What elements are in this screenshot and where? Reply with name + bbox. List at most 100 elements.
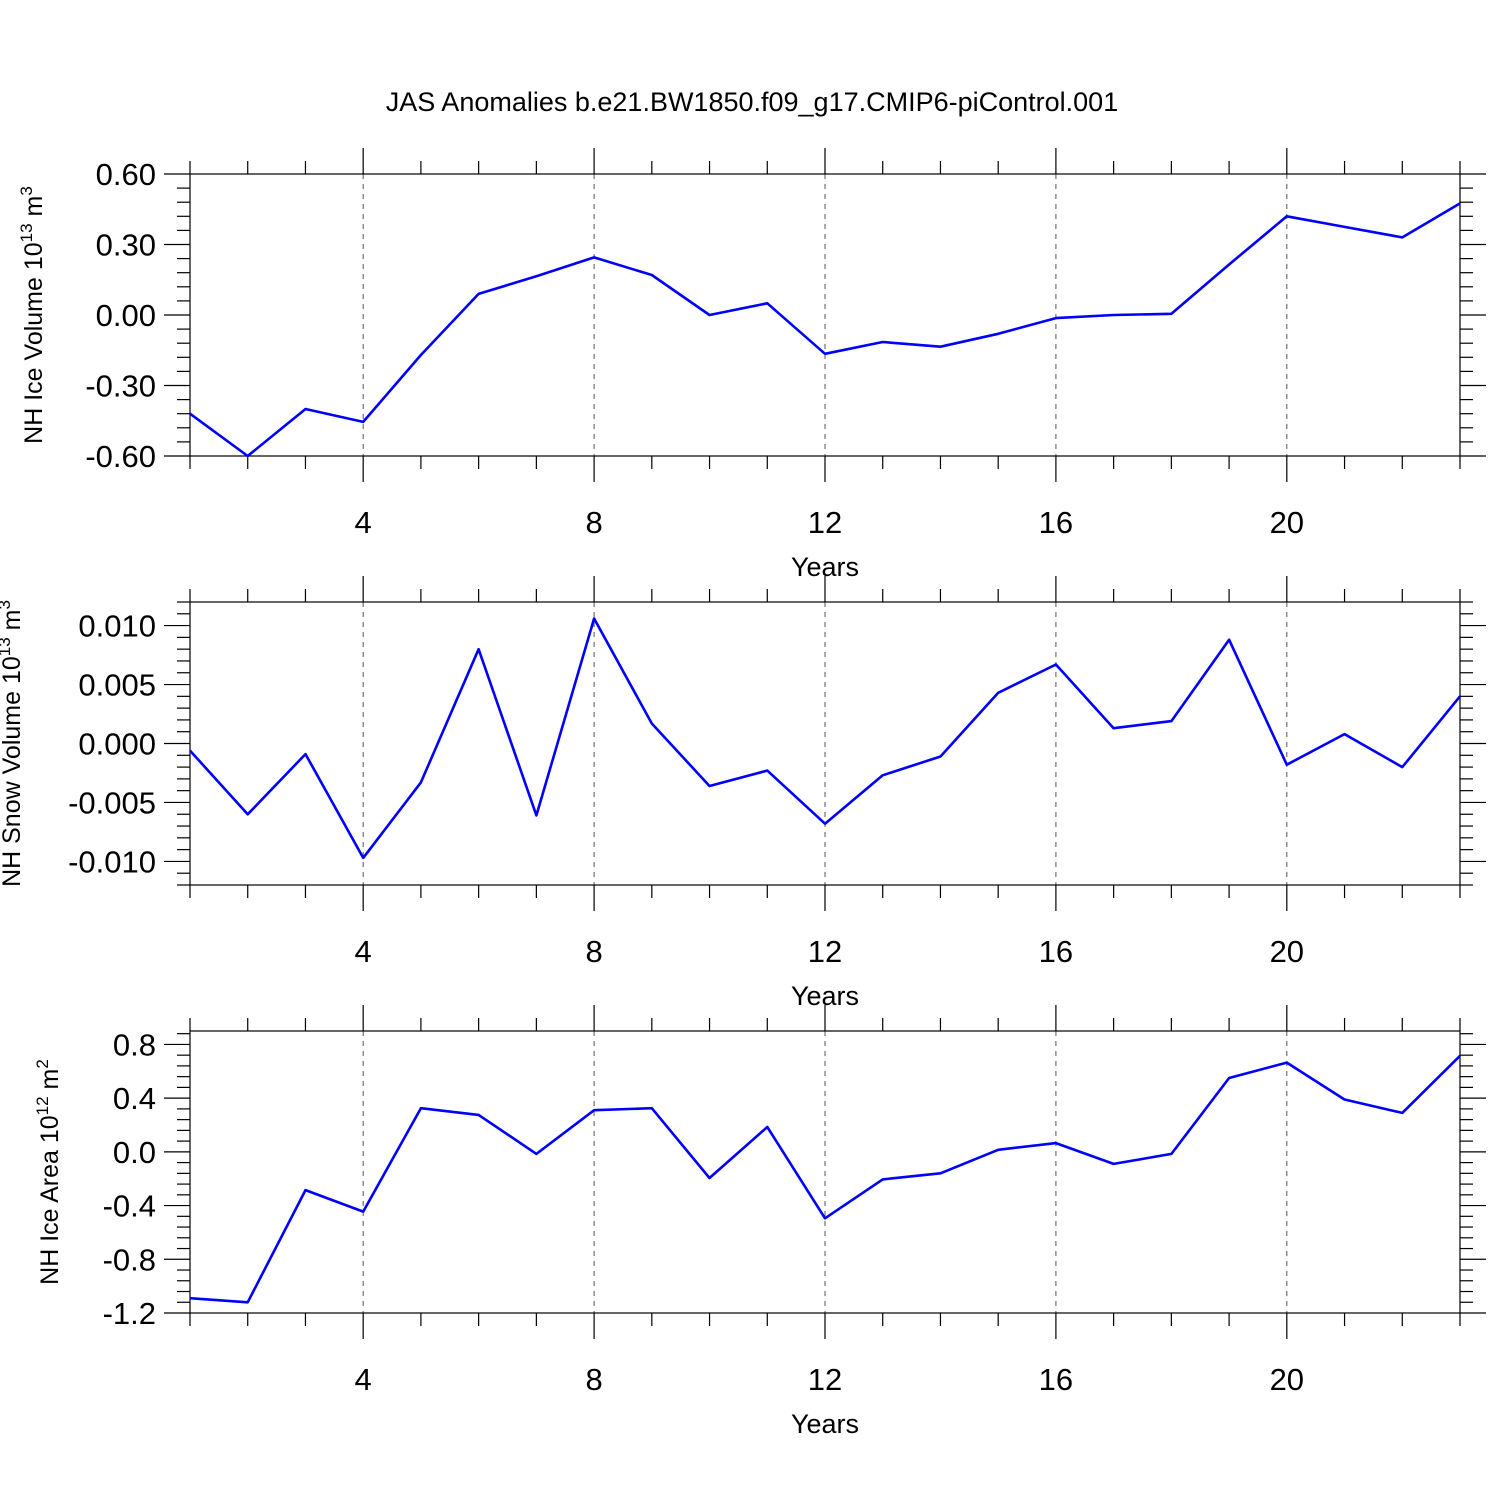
panel-3-x-tick-label: 4	[355, 1362, 372, 1397]
panel-1-data-point	[477, 292, 481, 296]
panel-2-data-point	[1169, 719, 1173, 723]
panel-1-y-tick-label: 0.30	[96, 228, 156, 263]
panel-1-data-point	[1227, 262, 1231, 266]
panel-1-y-axis-label: NH Ice Volume 1013 m3	[17, 186, 48, 444]
panel-3-y-tick-label: -1.2	[103, 1296, 156, 1331]
panel-3-data-point	[1054, 1141, 1058, 1145]
panel-3-data-point	[996, 1148, 1000, 1152]
panel-1-data-point	[1169, 312, 1173, 316]
panel-1-x-tick-label: 20	[1270, 505, 1304, 540]
panel-2-x-tick-label: 4	[355, 934, 372, 969]
panel-2-y-tick-label: 0.005	[78, 668, 156, 703]
panel-3-data-point	[1400, 1111, 1404, 1115]
panel-2-data-point	[1112, 726, 1116, 730]
panel-3-y-tick-label: -0.8	[103, 1242, 156, 1277]
panel-3-data-point	[1343, 1097, 1347, 1101]
panel-1-data-point	[1458, 201, 1462, 205]
panel-1-data-point	[650, 273, 654, 277]
panel-1-y-tick-label: 0.60	[96, 157, 156, 192]
panel-3-y-tick-label: 0.0	[113, 1135, 156, 1170]
panel-2-data-point	[650, 721, 654, 725]
panel-2-data-point	[765, 769, 769, 773]
panel-1-data-point	[188, 412, 192, 416]
panel-3-x-axis-label: Years	[791, 1409, 859, 1439]
panel-3-x-tick-label: 12	[808, 1362, 842, 1397]
panel-3-x-tick-label: 8	[585, 1362, 602, 1397]
panel-3-data-point	[1285, 1061, 1289, 1065]
panel-3: -1.2 -0.8 -0.4 0.0 0.4 0.8 4 8 12 16 20 Years NH Ice…	[33, 1005, 1486, 1439]
panel-2-data-point	[419, 780, 423, 784]
panel-1-data-point	[1285, 214, 1289, 218]
panel-2-data-point	[361, 856, 365, 860]
panel-2-data-point	[1227, 638, 1231, 642]
panel-1-data-point	[1054, 316, 1058, 320]
panel-1-x-tick-label: 4	[355, 505, 372, 540]
panel-1-data-point	[938, 345, 942, 349]
panel-3-data-point	[881, 1177, 885, 1181]
panel-3-y-tick-label: -0.4	[103, 1189, 156, 1224]
panel-1-y-tick-label: -0.30	[85, 369, 156, 404]
panel-2-data-point	[1054, 662, 1058, 666]
panel-1-data-point	[881, 340, 885, 344]
panel-2-series-line	[189, 617, 1462, 860]
panel-3-series-line	[189, 1054, 1461, 1304]
panel-2-data-point	[303, 752, 307, 756]
panel-1-data-point	[708, 313, 712, 317]
panel-1-x-tick-label: 12	[808, 505, 842, 540]
panel-2-data-point	[477, 647, 481, 651]
panel-2-data-point	[1458, 694, 1462, 698]
panel-2-data-point	[708, 784, 712, 788]
panel-2-x-tick-label: 16	[1039, 934, 1073, 969]
panel-1-data-point	[246, 454, 250, 458]
panel-3-data-point	[361, 1210, 365, 1214]
panel-1-data-point	[823, 352, 827, 356]
panel-2-y-tick-label: 0.000	[78, 727, 156, 762]
panel-2-x-tick-label: 20	[1270, 934, 1304, 969]
panel-2-data-point	[881, 773, 885, 777]
panel-3-data-point	[303, 1188, 307, 1192]
panel-3-y-tick-label: 0.8	[113, 1027, 156, 1062]
panel-3-data-point	[938, 1171, 942, 1175]
panel-3-data-point	[534, 1152, 538, 1156]
panel-1-data-point	[592, 255, 596, 259]
panel-3-x-tick-label: 16	[1039, 1362, 1073, 1397]
panel-2-data-point	[592, 617, 596, 621]
panel-3-x-tick-label: 20	[1270, 1362, 1304, 1397]
panel-1-series-line	[189, 202, 1461, 458]
panel-3-data-point	[1112, 1162, 1116, 1166]
panel-2-y-tick-label: 0.010	[78, 609, 156, 644]
panel-3-data-point	[419, 1106, 423, 1110]
panel-3-y-tick-label: 0.4	[113, 1081, 156, 1116]
panel-2-data-point	[938, 754, 942, 758]
figure-title: JAS Anomalies b.e21.BW1850.f09_g17.CMIP6…	[386, 87, 1118, 117]
panel-3-data-point	[1169, 1152, 1173, 1156]
panel-2-data-point	[1400, 765, 1404, 769]
panel-1-data-point	[534, 274, 538, 278]
panel-3-data-point	[765, 1125, 769, 1129]
panel-1-data-point	[303, 407, 307, 411]
panel-1-y-tick-label: -0.60	[85, 439, 156, 474]
panel-2-data-point	[188, 749, 192, 753]
panel-1-data-point	[361, 420, 365, 424]
panel-2-y-tick-label: -0.010	[68, 844, 156, 879]
panel-2-data-point	[1343, 732, 1347, 736]
panel-3-data-point	[823, 1216, 827, 1220]
panel-1-x-tick-label: 16	[1039, 505, 1073, 540]
panel-1-data-point	[1112, 313, 1116, 317]
panel-3-data-point	[708, 1176, 712, 1180]
panel-3-data-point	[188, 1296, 192, 1300]
panel-2-data-point	[534, 813, 538, 817]
panel-2-y-tick-label: -0.005	[68, 785, 156, 820]
panel-3-y-axis-label: NH Ice Area 1012 m2	[33, 1059, 64, 1285]
panel-3-data-point	[477, 1113, 481, 1117]
panel-3-data-point	[1227, 1076, 1231, 1080]
panel-1-data-point	[419, 353, 423, 357]
panel-2-data-point	[823, 822, 827, 826]
panel-1-y-tick-label: 0.00	[96, 298, 156, 333]
panel-2-x-tick-label: 8	[585, 934, 602, 969]
panel-3-data-point	[246, 1300, 250, 1304]
panel-3-data-point	[592, 1108, 596, 1112]
